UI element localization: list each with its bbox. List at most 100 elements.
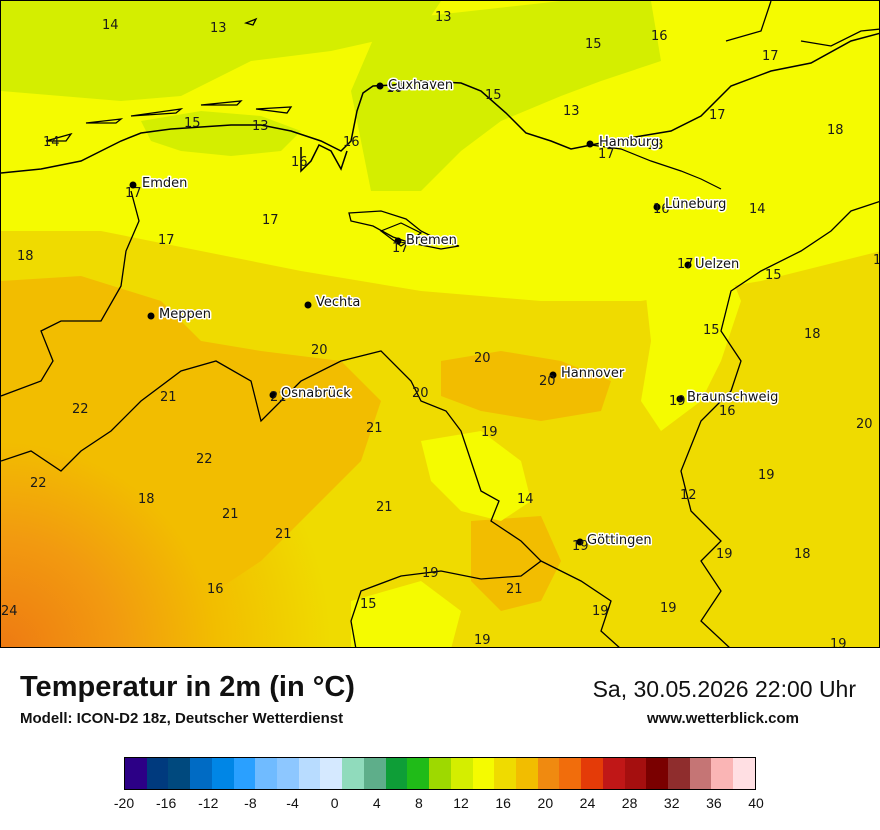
grid-value: 15 <box>765 268 782 283</box>
forecast-datetime: Sa, 30.05.2026 22:00 Uhr <box>592 676 856 702</box>
city-braunschweig: 19 Braunschweig <box>669 389 780 410</box>
grid-value: 16 <box>207 582 224 597</box>
grid-value: 17 <box>709 108 726 123</box>
island-4 <box>200 100 243 106</box>
grid-value: 13 <box>647 138 664 153</box>
grid-value: 18 <box>794 547 811 562</box>
legend-swatch <box>711 758 734 789</box>
legend-swatch <box>515 758 538 789</box>
grid-value: 21 <box>506 582 523 597</box>
grid-value: 14 <box>43 135 60 150</box>
border-nl <box>1 190 140 397</box>
legend-swatch <box>537 758 560 789</box>
city-dot <box>376 82 384 90</box>
city-value: 21 <box>270 390 287 405</box>
temp-zone-wadden <box>141 111 301 156</box>
city-dot <box>676 395 684 403</box>
city-dot <box>653 203 661 211</box>
jade-bay <box>348 210 460 250</box>
city-value: 17 <box>598 147 615 162</box>
city-lueneburg: 16 Lüneburg <box>653 196 728 218</box>
city-osnabrueck: 21 Osnabrück <box>269 385 353 405</box>
grid-value: 19 <box>830 637 847 648</box>
city-value: 17 <box>392 241 409 256</box>
temperature-map: 14 13 13 15 16 17 16 15 13 17 18 15 13 1… <box>0 0 880 648</box>
grid-value: 19 <box>474 633 491 648</box>
city-dot <box>269 391 277 399</box>
legend-tick-label: 16 <box>495 795 511 811</box>
grid-value: 18 <box>138 492 155 507</box>
grid-value: 15 <box>184 116 201 131</box>
city-dot <box>147 312 155 320</box>
city-label: Hannover <box>561 366 625 381</box>
grid-value: 19 <box>660 601 677 616</box>
island-2 <box>85 118 124 124</box>
legend-tick-label: -8 <box>244 795 257 811</box>
legend-swatch <box>211 758 234 789</box>
website-link[interactable]: www.wetterblick.com <box>647 710 799 727</box>
island-3 <box>130 108 184 117</box>
city-label: Hamburg <box>599 135 659 150</box>
temp-zone-solling <box>351 581 461 647</box>
grid-value: 19 <box>481 425 498 440</box>
legend-swatch <box>320 758 343 789</box>
grid-value: 21 <box>366 421 383 436</box>
city-value: 19 <box>669 394 686 409</box>
temp-zone-leine <box>471 516 561 611</box>
city-label: Göttingen <box>587 533 652 548</box>
grid-value: 16 <box>651 29 668 44</box>
grid-value: 15 <box>703 323 720 338</box>
grid-value: 13 <box>252 119 269 134</box>
grid-value: 14 <box>517 492 534 507</box>
legend-swatch <box>581 758 603 789</box>
legend-tick-label: 0 <box>330 795 339 811</box>
grid-value: 22 <box>30 476 47 491</box>
legend-swatch <box>472 758 495 789</box>
city-hamburg: 17 Hamburg <box>586 134 661 162</box>
legend-swatch <box>125 758 147 789</box>
border-east <box>680 200 879 647</box>
grid-value: 21 <box>222 507 239 522</box>
city-vechta: Vechta <box>304 294 362 312</box>
city-meppen: Meppen <box>147 306 212 324</box>
grid-value: 14 <box>102 18 119 33</box>
ne-coast <box>725 1 879 47</box>
legend-swatch <box>559 758 582 789</box>
grid-value: 18 <box>17 249 34 264</box>
legend-swatch <box>168 758 191 789</box>
city-dot <box>549 371 557 379</box>
city-label: Bremen <box>406 233 457 248</box>
legend-swatch <box>450 758 473 789</box>
grid-value: 17 <box>158 233 175 248</box>
city-dot <box>684 261 692 269</box>
map-title: Temperatur in 2m (in °C) <box>20 671 355 703</box>
grid-value: 18 <box>873 253 880 268</box>
legend-swatch <box>667 758 690 789</box>
city-bremen: 17 Bremen <box>392 232 458 257</box>
grid-value: 17 <box>262 213 279 228</box>
legend-tick-label: 8 <box>415 795 423 811</box>
legend-tick-label: -20 <box>113 795 135 811</box>
legend-tick-label: 28 <box>621 795 638 811</box>
city-label: Lüneburg <box>665 197 726 212</box>
grid-value: 16 <box>386 81 403 96</box>
legend-swatch <box>363 758 386 789</box>
legend-tick-label: 4 <box>372 795 381 811</box>
city-value: 16 <box>653 202 670 217</box>
model-info: Modell: ICON-D2 18z, Deutscher Wetterdie… <box>20 710 344 727</box>
legend-swatch <box>385 758 408 789</box>
city-value: 20 <box>539 374 556 389</box>
grid-value: 20 <box>856 417 873 432</box>
legend-tick-label: 12 <box>453 795 469 811</box>
city-label: Braunschweig <box>687 390 778 405</box>
city-dot <box>586 140 594 148</box>
grid-value: 14 <box>749 202 766 217</box>
legend-swatch <box>146 758 169 789</box>
legend-ticks: -20 -16 -12 -8 -4 0 4 8 12 16 20 24 28 32 36 40 <box>114 795 764 813</box>
grid-value: 20 <box>474 351 491 366</box>
elbe-river <box>590 144 722 190</box>
legend-swatch <box>733 758 755 789</box>
coastline <box>1 32 879 174</box>
grid-value: 21 <box>275 527 292 542</box>
grid-value: 19 <box>592 604 609 619</box>
